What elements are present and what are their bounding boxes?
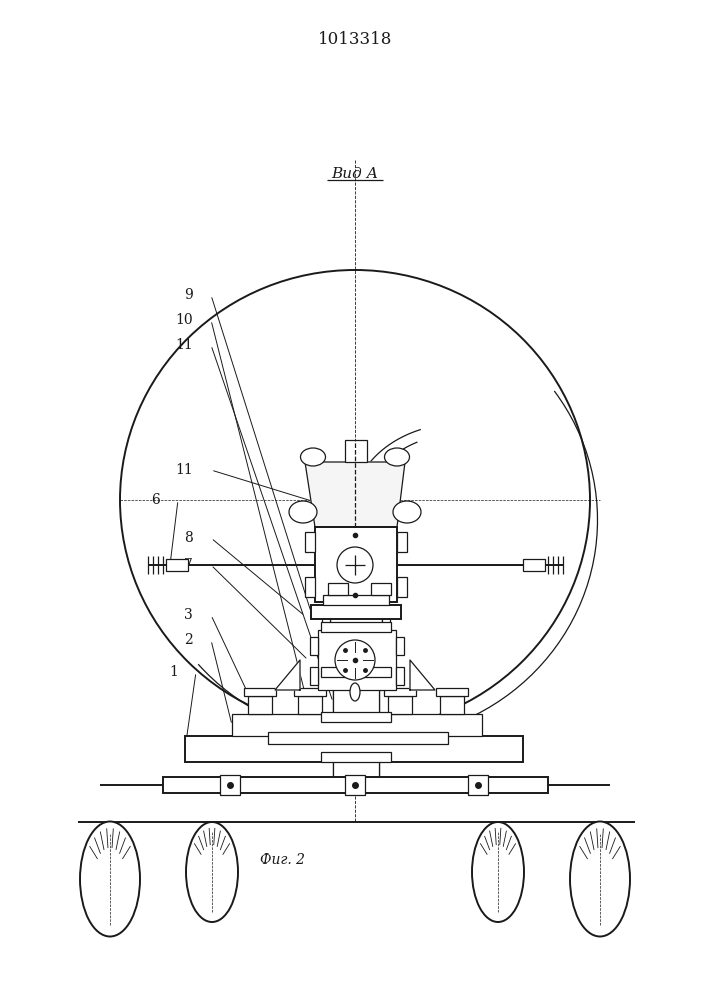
Bar [311,605,401,619]
Ellipse shape [300,448,325,466]
Ellipse shape [385,448,409,466]
Text: 2: 2 [185,633,193,647]
Polygon shape [305,462,405,527]
Bar [436,688,468,696]
Ellipse shape [186,822,238,922]
Bar [345,440,367,462]
Text: 11: 11 [175,463,193,477]
Text: Вид А: Вид А [332,167,378,181]
Bar [318,630,396,690]
Bar [345,775,365,795]
Bar [321,712,391,722]
Bar [396,667,404,685]
Text: 7: 7 [184,558,193,572]
Bar [397,577,407,597]
Bar [315,527,397,602]
Bar [321,667,391,677]
Bar [523,559,545,571]
Text: 8: 8 [185,531,193,545]
Ellipse shape [393,501,421,523]
Bar [310,667,318,685]
Bar [248,696,272,714]
Bar [268,732,448,744]
Text: 9: 9 [185,288,193,302]
Text: 1: 1 [169,665,178,679]
Bar [396,637,404,655]
Bar [321,622,391,632]
Text: 1013318: 1013318 [318,31,392,48]
Bar [166,559,188,571]
Bar [321,752,391,762]
Circle shape [335,640,375,680]
Polygon shape [275,660,300,690]
Bar [468,775,488,795]
Text: Фиг. 2: Фиг. 2 [260,853,305,867]
Bar [397,532,407,552]
Bar [298,696,322,714]
Text: 11: 11 [175,338,193,352]
Ellipse shape [289,501,317,523]
Bar [330,602,382,630]
Bar [163,777,548,793]
Bar [382,607,390,625]
Bar [310,637,318,655]
Ellipse shape [80,822,140,936]
Text: 6: 6 [151,493,160,507]
Ellipse shape [570,822,630,936]
Text: 10: 10 [175,313,193,327]
Ellipse shape [350,683,360,701]
Bar [323,595,389,605]
Bar [220,775,240,795]
Bar [185,736,523,762]
Text: 3: 3 [185,608,193,622]
Bar [322,607,330,625]
Bar [328,583,348,595]
Bar [440,696,464,714]
Bar [232,714,482,736]
Bar [371,583,391,595]
Bar [384,688,416,696]
Polygon shape [410,660,435,690]
Bar [333,607,379,792]
Circle shape [337,547,373,583]
Ellipse shape [472,822,524,922]
Bar [244,688,276,696]
Bar [305,577,315,597]
Bar [388,696,412,714]
Bar [294,688,326,696]
Bar [305,532,315,552]
